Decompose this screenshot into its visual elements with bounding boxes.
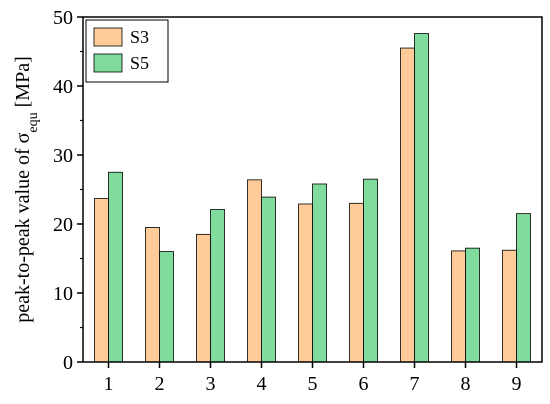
bar-s5-6 xyxy=(363,178,378,363)
y-tick-label: 20 xyxy=(53,214,73,236)
x-tick-label: 7 xyxy=(410,373,420,395)
bar-s3-5 xyxy=(298,203,313,363)
y-tick-label: 30 xyxy=(53,145,73,167)
y-tick-label: 40 xyxy=(53,76,73,98)
bar-s5-7 xyxy=(414,33,429,363)
y-tick-label: 10 xyxy=(53,283,73,305)
legend-label-s5: S5 xyxy=(130,53,149,73)
x-tick-label: 2 xyxy=(155,373,165,395)
axes-layer: 0 10 20 30 40 50 1 2 3 4 5 6 7 8 9 xyxy=(53,7,543,395)
bar-s3-9 xyxy=(502,249,517,363)
x-tick-label: 3 xyxy=(206,373,216,395)
x-tick-label: 6 xyxy=(359,373,369,395)
bar-s5-4 xyxy=(261,196,276,363)
bar-s5-5 xyxy=(312,183,327,363)
x-tick-label: 1 xyxy=(104,373,114,395)
legend-swatch-s3 xyxy=(93,27,123,47)
bars-layer xyxy=(94,33,531,363)
legend-swatch-s5 xyxy=(93,53,123,73)
bar-s5-1 xyxy=(108,171,123,363)
y-axis-title: peak-to-peak value of σequ [MPa] xyxy=(12,56,41,322)
bar-s5-2 xyxy=(159,251,174,363)
bar-s5-3 xyxy=(210,209,225,363)
bar-s3-2 xyxy=(145,227,160,363)
x-tick-label: 5 xyxy=(308,373,318,395)
y-tick-label: 0 xyxy=(63,352,73,374)
legend-label-s3: S3 xyxy=(130,27,149,47)
bar-s3-1 xyxy=(94,198,109,363)
bar-s3-8 xyxy=(451,250,466,363)
x-tick-label: 4 xyxy=(257,373,267,395)
bar-s3-3 xyxy=(196,233,211,363)
bar-s5-9 xyxy=(516,213,531,363)
bar-s3-7 xyxy=(400,47,415,363)
bar-s3-4 xyxy=(247,179,262,363)
bar-s3-6 xyxy=(349,202,364,363)
y-tick-label: 50 xyxy=(53,7,73,29)
x-tick-label: 9 xyxy=(512,373,522,395)
bar-s5-8 xyxy=(465,247,480,363)
x-tick-label: 8 xyxy=(461,373,471,395)
